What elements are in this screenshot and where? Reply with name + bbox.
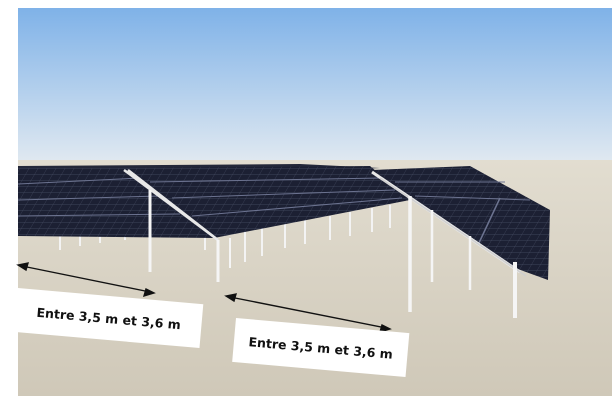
sky [18,8,612,168]
dimension-arrow-2 [224,293,392,334]
dimension-arrow-1 [16,262,156,298]
distance-label-1-text: Entre 3,5 m et 3,6 m [36,304,182,332]
panel-row-3 [371,166,550,318]
panel-row-2 [127,166,410,282]
distance-label-2-text: Entre 3,5 m et 3,6 m [248,333,394,362]
